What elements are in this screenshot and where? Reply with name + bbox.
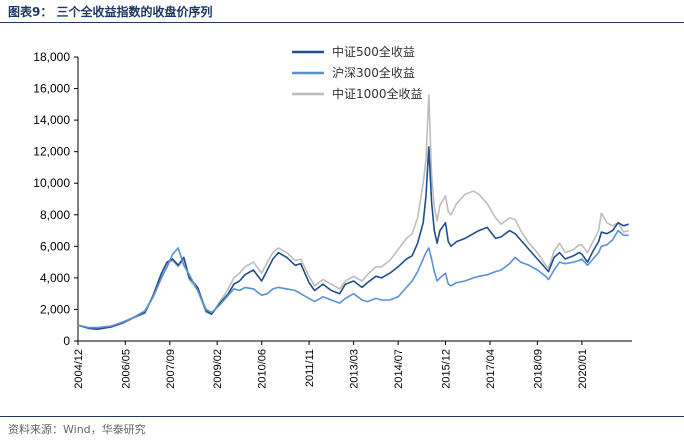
x-tick-label: 2009/02	[212, 349, 224, 389]
x-tick-label: 2017/04	[485, 349, 497, 389]
x-tick-label: 2011/11	[304, 349, 316, 387]
series-line-1	[77, 229, 629, 329]
x-tick-label: 2014/07	[393, 349, 405, 389]
y-tick-label: 16,000	[33, 82, 70, 96]
x-tick-label: 2010/06	[257, 349, 269, 389]
x-tick-label: 2018/09	[532, 349, 544, 389]
x-tick-label: 2007/09	[165, 349, 177, 389]
y-tick-label: 18,000	[33, 50, 70, 64]
y-tick-label: 6,000	[40, 239, 70, 253]
y-tick-label: 8,000	[40, 208, 70, 222]
y-tick-label: 14,000	[33, 113, 70, 127]
source-divider	[0, 416, 684, 417]
legend-label-2: 中证1000全收益	[332, 86, 423, 101]
title-divider	[0, 22, 684, 23]
y-tick-label: 4,000	[40, 271, 70, 285]
series-line-0	[77, 146, 629, 330]
y-tick-label: 2,000	[40, 302, 70, 316]
x-tick-label: 2006/05	[120, 349, 132, 389]
source-note: 资料来源：Wind，华泰研究	[8, 423, 146, 436]
x-tick-label: 2013/03	[349, 349, 361, 389]
x-tick-label: 2020/01	[577, 349, 589, 389]
y-tick-label: 0	[63, 334, 70, 348]
series-layer	[77, 94, 629, 330]
y-tick-label: 12,000	[33, 145, 70, 159]
legend-label-1: 沪深300全收益	[332, 65, 415, 80]
x-tick-label: 2004/12	[73, 349, 85, 389]
y-tick-label: 10,000	[33, 176, 70, 190]
axes: 0 2,000 4,000 6,000 8,000 10,000 12,000 14,000 1…	[33, 50, 632, 389]
figure-title: 图表9： 三个全收益指数的收盘价序列	[8, 5, 213, 19]
x-tick-label: 2015/12	[440, 349, 452, 389]
legend-label-0: 中证500全收益	[332, 44, 415, 59]
